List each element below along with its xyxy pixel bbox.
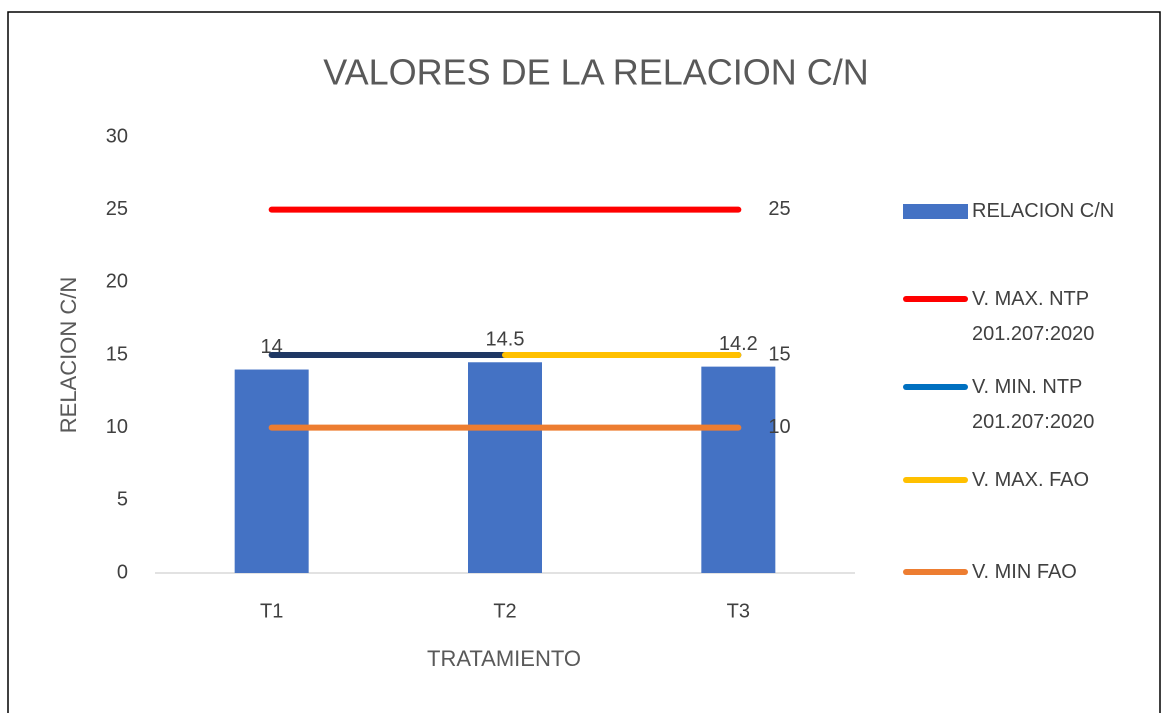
- legend-swatch: [900, 555, 968, 590]
- legend-item: V. MIN. NTP 201.207:2020: [900, 370, 1152, 440]
- bar: [701, 366, 776, 573]
- y-tick-label: 25: [106, 198, 128, 220]
- x-tick-label: T3: [727, 600, 750, 622]
- legend-label: V. MAX. FAO: [972, 469, 1090, 491]
- legend-item: V. MAX. FAO: [900, 463, 1152, 498]
- legend-item: V. MAX. NTP 201.207:2020: [900, 282, 1152, 352]
- y-tick-label: 20: [106, 271, 128, 293]
- data-label: 15: [768, 343, 790, 365]
- legend-label: V. MIN FAO: [972, 561, 1077, 583]
- legend-item: V. MIN FAO: [900, 555, 1152, 590]
- chart-title: VALORES DE LA RELACION C/N: [323, 52, 869, 93]
- bar: [468, 362, 542, 573]
- y-tick-label: 5: [117, 489, 128, 511]
- data-label: 25: [768, 198, 790, 220]
- bar: [234, 369, 309, 573]
- y-tick-label: 15: [106, 343, 128, 365]
- legend-swatch: [900, 194, 968, 229]
- x-tick-label: T1: [260, 600, 283, 622]
- legend-swatch: [900, 282, 968, 317]
- legend-label: RELACION C/N: [972, 200, 1115, 222]
- legend-swatch: [900, 463, 968, 498]
- x-tick-label: T2: [493, 600, 516, 622]
- y-tick-label: 10: [106, 416, 128, 438]
- chart-border: [7, 11, 1161, 713]
- x-axis-title: TRATAMIENTO: [427, 646, 581, 671]
- legend-label: V. MIN. NTP 201.207:2020: [972, 376, 1095, 433]
- legend-label: V. MAX. NTP 201.207:2020: [972, 288, 1095, 345]
- legend-swatch: [900, 370, 968, 405]
- data-label: 10: [768, 416, 790, 438]
- data-label: 14.5: [486, 329, 525, 351]
- y-tick-label: 0: [117, 561, 128, 583]
- y-tick-label: 30: [106, 125, 128, 147]
- y-axis-title: RELACION C/N: [56, 277, 81, 433]
- data-label: 14.2: [719, 333, 758, 355]
- legend-item: RELACION C/N: [900, 194, 1152, 229]
